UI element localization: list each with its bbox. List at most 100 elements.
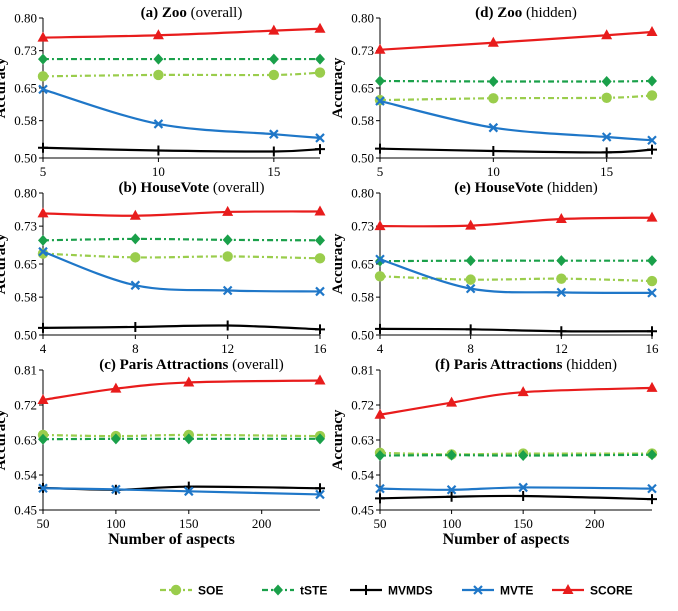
- data-point-tste: [153, 54, 163, 65]
- series-line-soe: [43, 435, 320, 436]
- series-score: [38, 205, 326, 219]
- y-tick-label: 0.80: [351, 11, 374, 26]
- series-score: [375, 26, 658, 54]
- data-point-mvmds: [466, 324, 476, 334]
- series-line-mvte: [43, 488, 320, 494]
- x-tick-label: 15: [267, 164, 280, 179]
- series-score: [38, 23, 326, 42]
- series-tste: [375, 449, 657, 461]
- y-tick-label: 0.65: [351, 81, 374, 96]
- series-mvmds: [375, 491, 657, 504]
- data-point-tste: [647, 76, 657, 87]
- series-soe: [38, 248, 325, 263]
- y-tick-label: 0.58: [351, 113, 374, 128]
- data-point-soe: [465, 274, 475, 284]
- y-tick-label: 0.50: [351, 328, 374, 343]
- panel-title-bold: (f) Paris Attractions: [435, 357, 563, 373]
- legend-marker-mvmds: [361, 585, 371, 595]
- panel-title-bold: (e) HouseVote: [454, 180, 543, 196]
- series-line-score: [43, 211, 320, 215]
- y-tick-label: 0.81: [14, 363, 37, 378]
- data-point-tste: [466, 255, 476, 266]
- data-point-mvmds: [223, 321, 233, 331]
- data-point-mvmds: [269, 146, 279, 156]
- legend-item-tste: tSTE: [262, 584, 327, 598]
- data-point-soe: [153, 70, 163, 80]
- x-tick-label: 50: [374, 516, 387, 531]
- y-tick-label: 0.50: [14, 151, 37, 166]
- series-line-score: [380, 388, 652, 415]
- panel-title-bold: (d) Zoo: [475, 5, 522, 21]
- panel-title-suffix: (hidden): [543, 180, 598, 196]
- data-point-tste: [38, 235, 48, 246]
- x-tick-label: 16: [646, 341, 660, 356]
- x-axis-label: Number of aspects: [108, 531, 235, 548]
- data-point-soe: [488, 93, 498, 103]
- series-tste: [375, 76, 657, 87]
- data-point-score: [38, 207, 49, 217]
- y-tick-label: 0.81: [351, 363, 374, 378]
- y-tick-label: 0.72: [14, 398, 37, 413]
- series-line-mvte: [380, 487, 652, 489]
- y-tick-label: 0.58: [14, 113, 37, 128]
- x-tick-label: 200: [585, 516, 605, 531]
- y-tick-label: 0.72: [351, 398, 374, 413]
- data-point-mvmds: [153, 146, 163, 156]
- data-point-soe: [601, 93, 611, 103]
- series-mvmds: [375, 324, 657, 336]
- series-line-mvmds: [43, 325, 320, 329]
- panel-title-suffix: (overall): [187, 5, 242, 21]
- data-point-mvmds: [38, 143, 48, 153]
- data-point-mvmds: [602, 147, 612, 157]
- series-mvte: [39, 85, 324, 142]
- panel-title: (f) Paris Attractions (hidden): [435, 357, 617, 373]
- data-point-tste: [223, 234, 233, 245]
- series-soe: [375, 448, 657, 460]
- legend-label: SOE: [198, 584, 223, 598]
- x-tick-label: 12: [221, 341, 234, 356]
- y-axis-label: Accuracy: [330, 57, 346, 118]
- data-point-mvmds: [130, 322, 140, 332]
- series-mvte: [376, 483, 656, 493]
- data-point-soe: [222, 251, 232, 261]
- data-point-soe: [647, 276, 657, 286]
- y-tick-label: 0.63: [351, 433, 374, 448]
- x-tick-label: 16: [314, 341, 328, 356]
- panel-title-bold: (c) Paris Attractions: [99, 357, 228, 373]
- panel-title-bold: (b) HouseVote: [118, 180, 209, 196]
- panel-title-bold: (a) Zoo: [141, 5, 187, 21]
- panel-title-suffix: (overall): [209, 180, 264, 196]
- x-tick-label: 150: [179, 516, 199, 531]
- y-tick-label: 0.80: [351, 186, 374, 201]
- legend-label: SCORE: [590, 584, 633, 598]
- y-tick-label: 0.73: [351, 43, 374, 58]
- x-tick-label: 8: [132, 341, 139, 356]
- data-point-tste: [602, 76, 612, 87]
- x-tick-label: 200: [252, 516, 272, 531]
- data-point-tste: [647, 255, 657, 266]
- data-point-score: [647, 382, 658, 392]
- y-axis-label: Accuracy: [330, 233, 346, 294]
- y-tick-label: 0.45: [351, 503, 374, 518]
- data-point-mvmds: [315, 324, 325, 334]
- data-point-soe: [647, 90, 657, 100]
- series-line-mvmds: [380, 329, 652, 332]
- x-tick-label: 50: [37, 516, 50, 531]
- panel-title: (b) HouseVote (overall): [118, 180, 264, 196]
- series-tste: [375, 255, 657, 266]
- data-point-tste: [315, 54, 325, 65]
- series-line-tste: [43, 239, 320, 240]
- series-score: [38, 375, 326, 404]
- y-tick-label: 0.65: [14, 257, 37, 272]
- x-tick-label: 12: [555, 341, 568, 356]
- panel-title: (c) Paris Attractions (overall): [99, 357, 284, 373]
- panel-title: (d) Zoo (hidden): [475, 5, 577, 21]
- data-point-tste: [315, 235, 325, 246]
- y-tick-label: 0.45: [14, 503, 37, 518]
- series-line-score: [380, 32, 652, 50]
- x-tick-label: 100: [106, 516, 126, 531]
